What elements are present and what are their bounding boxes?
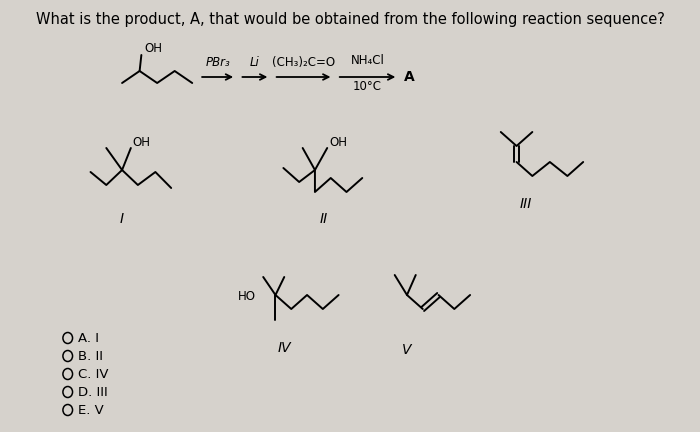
- Text: B. II: B. II: [78, 349, 104, 362]
- Text: A: A: [403, 70, 414, 84]
- Text: C. IV: C. IV: [78, 368, 108, 381]
- Text: 10°C: 10°C: [353, 80, 382, 93]
- Text: Li: Li: [250, 56, 260, 69]
- Text: II: II: [320, 212, 328, 226]
- Text: OH: OH: [132, 137, 150, 149]
- Text: NH₄Cl: NH₄Cl: [351, 54, 384, 67]
- Text: PBr₃: PBr₃: [205, 56, 230, 69]
- Text: (CH₃)₂C=O: (CH₃)₂C=O: [272, 56, 335, 69]
- Text: What is the product, A, that would be obtained from the following reaction seque: What is the product, A, that would be ob…: [36, 12, 664, 27]
- Text: D. III: D. III: [78, 385, 108, 398]
- Text: V: V: [402, 343, 412, 357]
- Text: I: I: [120, 212, 124, 226]
- Text: IV: IV: [277, 341, 291, 355]
- Text: A. I: A. I: [78, 331, 99, 344]
- Text: OH: OH: [329, 136, 347, 149]
- Text: E. V: E. V: [78, 403, 104, 416]
- Text: III: III: [519, 197, 531, 211]
- Text: OH: OH: [144, 41, 162, 54]
- Text: HO: HO: [238, 290, 256, 304]
